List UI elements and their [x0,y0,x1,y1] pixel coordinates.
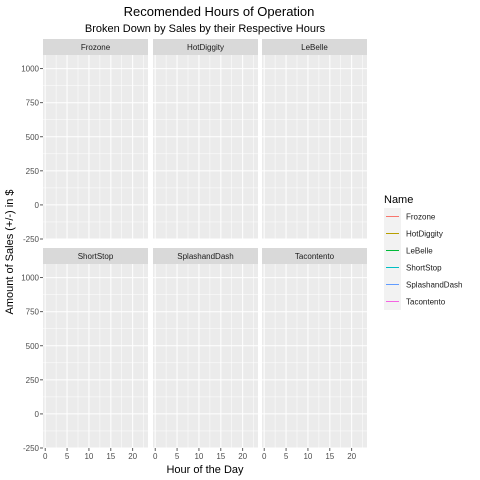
x-tick-label: 0 [153,452,158,461]
y-tick-label: 250 [26,167,40,176]
facet-strip-lebelle [262,39,367,55]
facet-frozone: Frozone -250 0 250 500 750 1000 [21,39,148,244]
legend-title: Name [384,194,413,206]
x-tick-label: 20 [128,452,137,461]
x-tick-label: 10 [84,452,93,461]
legend-item-lebelle: LeBelle [384,242,433,259]
facet-hotdiggity: HotDiggity [153,39,258,240]
x-tick-label: 5 [284,452,289,461]
legend-label-frozone: Frozone [406,213,436,222]
x-tick-label: 5 [65,452,70,461]
legend: Name Frozone HotDiggity LeBelle ShortStop Sp… [384,194,462,310]
y-tick-label: 750 [26,308,40,317]
x-tick-label: 20 [347,452,356,461]
y-tick-label: 250 [26,376,40,385]
facet-strip-frozone [43,39,148,55]
x-tick-label: 0 [43,452,48,461]
chart-title: Recomended Hours of Operation [124,4,315,19]
legend-item-frozone: Frozone [384,208,436,225]
y-tick-label: 1000 [21,274,39,283]
facet-strip-label-tacontento: Tacontento [295,252,335,261]
x-tick-label: 10 [303,452,312,461]
x-tick-label: 15 [325,452,334,461]
y-tick-label: -250 [23,444,40,453]
legend-item-shortstop: ShortStop [384,259,442,276]
y-tick-label: -250 [23,235,40,244]
x-tick-label: 15 [106,452,115,461]
y-axis-title: Amount of Sales (+/-) in $ [4,189,16,314]
legend-label-hotdiggity: HotDiggity [406,230,443,239]
y-tick-label: 0 [35,201,40,210]
x-axis-title: Hour of the Day [166,464,244,476]
chart-subtitle: Broken Down by Sales by their Respective… [85,23,326,35]
facet-strip-label-shortstop: ShortStop [78,252,114,261]
x-tick-label: 15 [216,452,225,461]
y-tick-label: 1000 [21,65,39,74]
facet-lebelle: LeBelle [262,39,367,240]
x-tick-label: 20 [238,452,247,461]
x-tick-label: 10 [194,452,203,461]
y-tick-label: 0 [35,410,40,419]
facet-tacontento: Tacontento 0 5 10 15 20 [262,248,367,461]
legend-item-splashanddash: SplashandDash [384,276,462,293]
y-tick-label: 750 [26,99,40,108]
facet-strip-label-hotdiggity: HotDiggity [187,43,224,52]
facet-strip-hotdiggity [153,39,258,55]
facet-strip-shortstop [43,248,148,264]
legend-label-splashanddash: SplashandDash [406,281,462,290]
legend-label-tacontento: Tacontento [406,298,446,307]
facet-strip-tacontento [262,248,367,264]
legend-label-shortstop: ShortStop [406,264,442,273]
facet-splashanddash: SplashandDash 0 5 10 15 20 [153,248,258,461]
facet-strip-label-frozone: Frozone [81,43,111,52]
facet-strip-label-splashanddash: SplashandDash [177,252,233,261]
x-tick-label: 5 [175,452,180,461]
y-tick-label: 500 [26,342,40,351]
x-tick-label: 0 [262,452,267,461]
legend-item-tacontento: Tacontento [384,293,446,310]
facet-strip-label-lebelle: LeBelle [301,43,328,52]
legend-item-hotdiggity: HotDiggity [384,225,443,242]
legend-label-lebelle: LeBelle [406,247,433,256]
y-tick-label: 500 [26,133,40,142]
facet-strip-splashanddash [153,248,258,264]
